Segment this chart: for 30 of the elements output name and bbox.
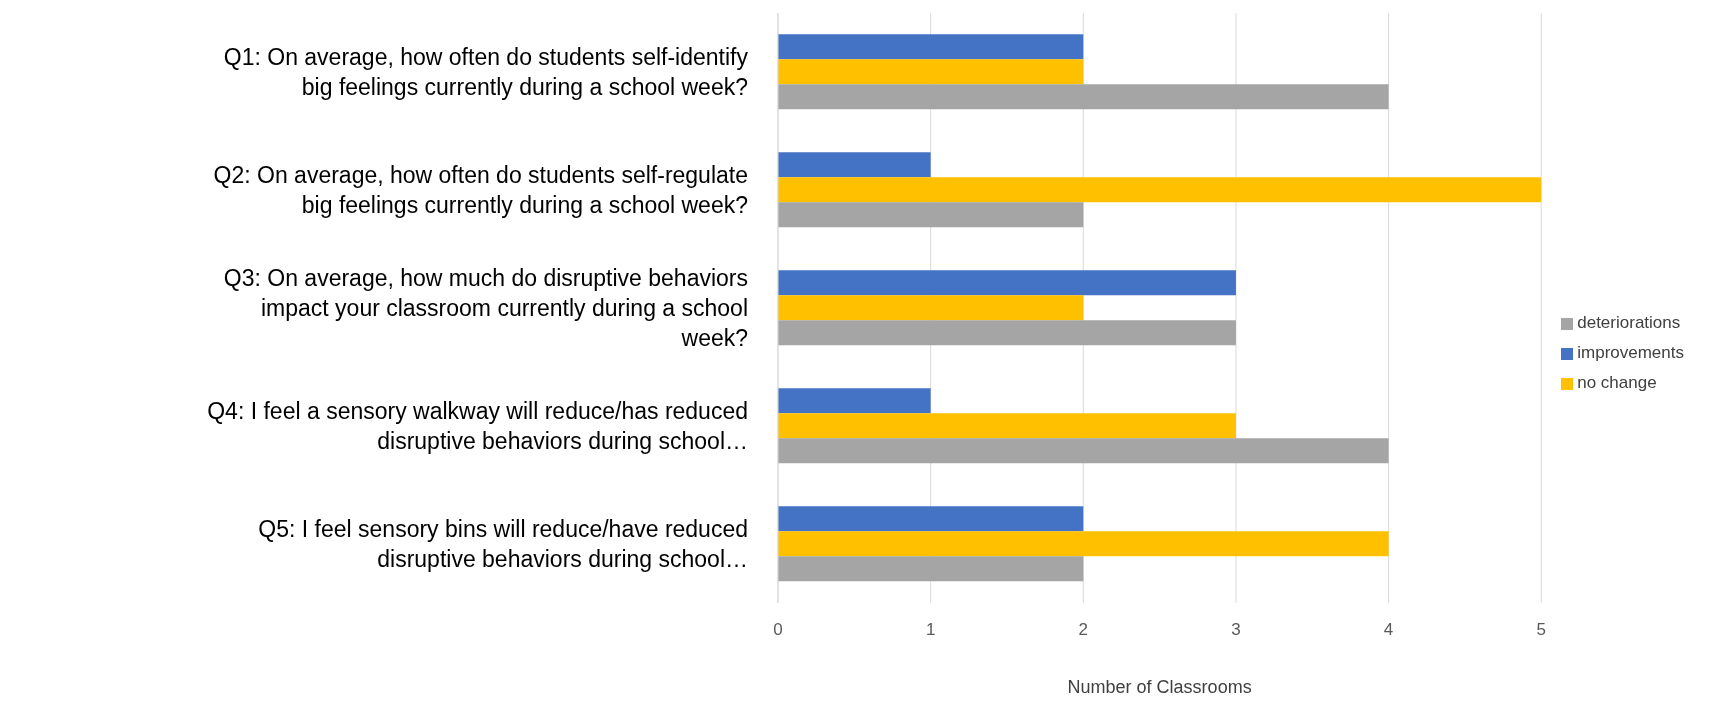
bar (778, 295, 1084, 321)
x-tick-label: 3 (1231, 620, 1241, 640)
x-tick-label: 4 (1383, 620, 1394, 640)
bar (778, 531, 1389, 557)
bar (778, 320, 1236, 346)
y-tick-label: Q3: On average, how much do disruptive behaviors impact your classroom currently during a school week? (223, 265, 748, 351)
y-tick-label: Q5: I feel sensory bins will reduce/have reduced disruptive behaviors during school… (258, 516, 748, 572)
bar (778, 438, 1389, 464)
x-tick-label: 1 (925, 620, 936, 640)
x-tick-label: 2 (1078, 620, 1089, 640)
y-tick-label: Q2: On average, how often do students self-regulate big feelings currently during a school week? (213, 162, 748, 218)
x-tick-label: 0 (773, 620, 783, 640)
x-axis-title: Number of Classrooms (1067, 677, 1252, 697)
legend-label: no change (1577, 373, 1657, 392)
legend-label: deteriorations (1577, 313, 1681, 332)
bar (778, 34, 1084, 60)
x-tick-label: 5 (1536, 620, 1546, 640)
bar (778, 413, 1236, 439)
legend-label: improvements (1577, 343, 1684, 362)
bar (778, 270, 1236, 296)
bar (778, 177, 1542, 203)
bar (778, 152, 931, 178)
bar (778, 556, 1084, 582)
bar (778, 202, 1084, 228)
bar (778, 506, 1084, 532)
bar (778, 84, 1389, 110)
bar (778, 59, 1084, 85)
y-tick-label: Q4: I feel a sensory walkway will reduce/has reduced disruptive behaviors during school… (207, 398, 748, 454)
y-tick-label: Q1: On average, how often do students self-identify big feelings currently during a school week? (223, 44, 749, 100)
bar (778, 388, 931, 414)
